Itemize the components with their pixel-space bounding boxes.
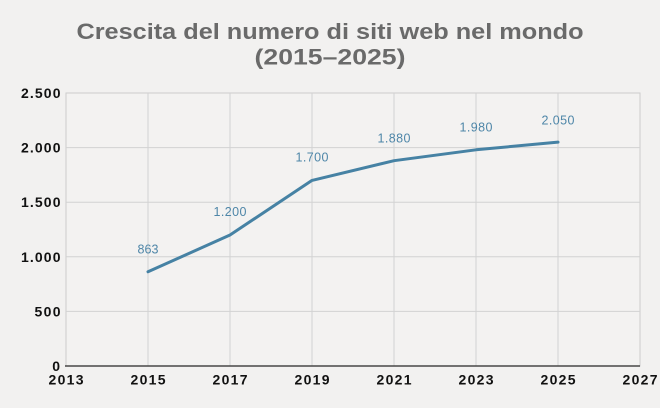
svg-text:2025: 2025 [541, 372, 576, 388]
svg-text:2013: 2013 [49, 372, 84, 388]
svg-text:(2015–2025): (2015–2025) [255, 46, 406, 70]
svg-text:2015: 2015 [131, 372, 166, 388]
svg-text:500: 500 [35, 303, 61, 319]
svg-text:1.000: 1.000 [21, 249, 61, 265]
svg-text:Crescita del numero di siti we: Crescita del numero di siti web nel mond… [76, 20, 583, 44]
svg-text:1.200: 1.200 [214, 205, 247, 219]
svg-text:0: 0 [52, 358, 60, 374]
svg-text:2023: 2023 [459, 372, 494, 388]
svg-text:2021: 2021 [377, 372, 412, 388]
svg-text:1.500: 1.500 [21, 194, 61, 210]
svg-text:2017: 2017 [213, 372, 248, 388]
svg-text:1.980: 1.980 [460, 121, 493, 135]
svg-text:2027: 2027 [623, 372, 658, 388]
svg-text:1.700: 1.700 [296, 151, 329, 165]
svg-text:2019: 2019 [295, 372, 330, 388]
svg-text:863: 863 [138, 243, 159, 257]
svg-text:1.880: 1.880 [378, 132, 411, 146]
svg-text:2.000: 2.000 [21, 140, 61, 156]
svg-text:2.050: 2.050 [542, 114, 575, 128]
svg-text:2.500: 2.500 [21, 85, 61, 101]
